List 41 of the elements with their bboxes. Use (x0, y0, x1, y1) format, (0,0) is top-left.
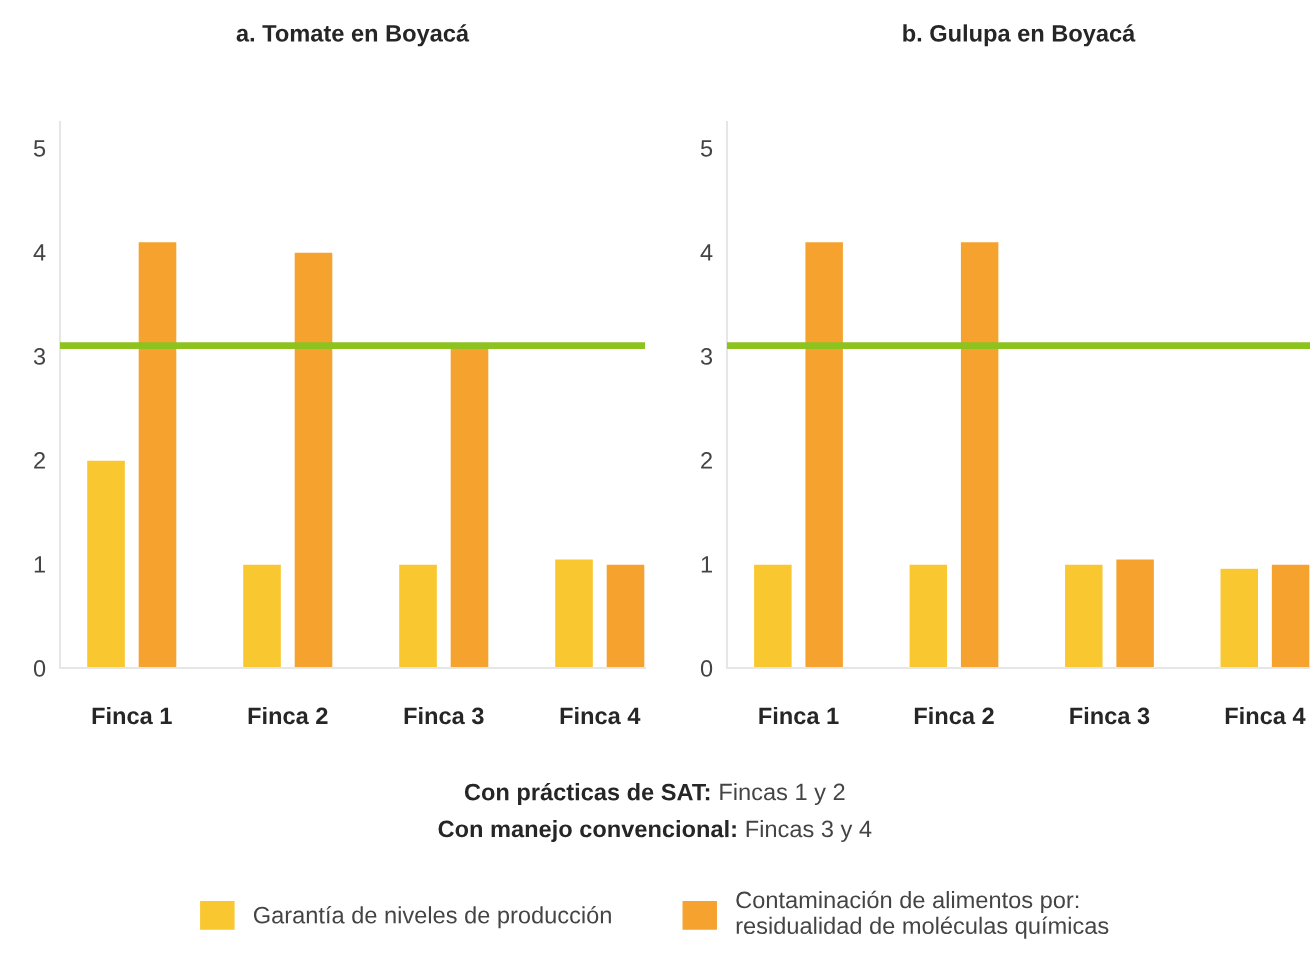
bar (1114, 558, 1156, 668)
text: Con manejo convencional: Fincas 3 y 4 (438, 819, 872, 842)
x-tick-label: Finca 4 (1225, 706, 1306, 725)
bar (959, 240, 1000, 668)
y-tick-label: 0 (33, 660, 46, 677)
y-tick-label: 3 (33, 348, 46, 365)
bar (752, 563, 793, 668)
bar (908, 563, 949, 668)
bar (1270, 563, 1310, 668)
chart-title: b. Gulupa en Boyacá (903, 24, 1136, 47)
legend-label: Garantía de niveles de producción (253, 905, 611, 929)
text: Con prácticas de SAT: Fincas 1 y 2 (464, 782, 845, 806)
legend-label: Contaminación de alimentos por: residualidad de moléculas químicas (736, 890, 1109, 939)
y-tick-label: 2 (34, 452, 45, 469)
bar (1219, 567, 1260, 668)
x-tick-label: Finca 1 (759, 706, 839, 725)
bar (241, 563, 283, 668)
y-tick-label: 5 (33, 140, 46, 157)
y-tick-label: 5 (700, 140, 713, 157)
bar (605, 563, 645, 668)
y-tick-label: 1 (34, 556, 45, 573)
bar (553, 558, 595, 668)
y-tick-label: 0 (700, 660, 713, 677)
chart-title: a. Tomate en Boyacá (236, 24, 470, 47)
x-tick-label: Finca 3 (1070, 706, 1150, 725)
x-tick-label: Finca 2 (248, 706, 328, 725)
x-tick-label: Finca 4 (560, 706, 641, 725)
bar (293, 251, 334, 668)
y-tick-label: 2 (701, 452, 712, 469)
bar (1063, 563, 1104, 668)
bar (137, 240, 178, 668)
x-tick-label: Finca 2 (914, 706, 994, 725)
y-tick-label: 3 (700, 348, 713, 365)
bar (397, 563, 439, 668)
x-tick-label: Finca 1 (92, 706, 172, 725)
x-tick-label: Finca 3 (404, 706, 484, 725)
bar (85, 459, 127, 668)
y-tick-label: 4 (700, 244, 713, 261)
y-tick-label: 4 (33, 244, 46, 261)
y-tick-label: 1 (701, 556, 712, 573)
bar (804, 240, 845, 668)
